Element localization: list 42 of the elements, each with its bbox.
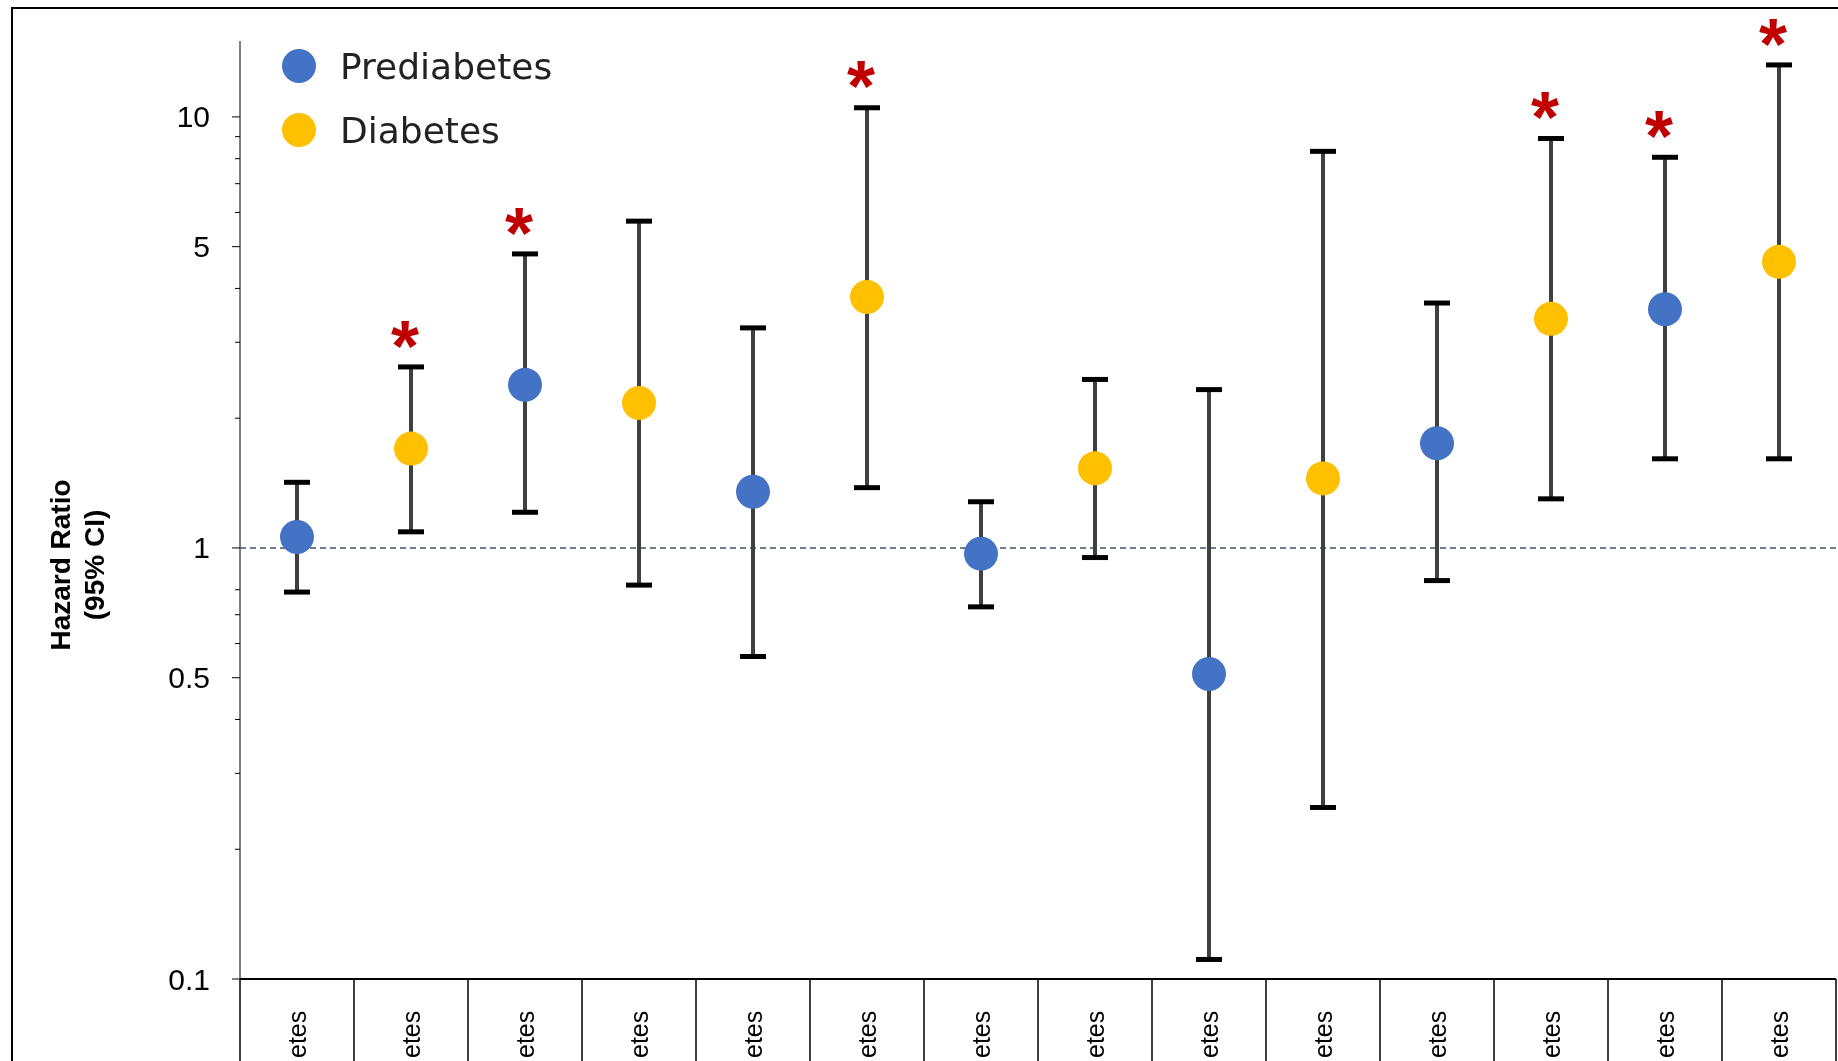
y-tick-label: 10 — [176, 100, 210, 134]
point — [508, 367, 542, 402]
point — [736, 474, 770, 509]
y-tick-label: 0.5 — [168, 661, 210, 695]
legend-label: Prediabetes — [340, 45, 553, 87]
annotation: * — [390, 305, 420, 386]
point — [1420, 426, 1454, 461]
x-tick-label: etes — [283, 1010, 311, 1058]
point — [1648, 292, 1682, 327]
x-tick-label: etes — [397, 1010, 425, 1058]
x-tick-label: etes — [1195, 1010, 1223, 1058]
annotation: * — [846, 46, 876, 127]
y-tick-label: 1 — [193, 531, 210, 565]
x-tick-label: etes — [853, 1010, 881, 1058]
point — [394, 431, 428, 466]
x-tick-label: etes — [739, 1010, 767, 1058]
point — [1762, 244, 1796, 279]
annotation: * — [1530, 77, 1560, 158]
annotation: * — [504, 192, 534, 273]
y-tick-label: 0.1 — [168, 962, 210, 996]
x-tick-label: etes — [1651, 1010, 1679, 1058]
x-tick-label: etes — [625, 1010, 653, 1058]
point — [1078, 451, 1112, 486]
legend-label: Diabetes — [340, 109, 500, 151]
point — [964, 536, 998, 571]
x-tick-label: etes — [511, 1010, 539, 1058]
y-tick-label: 5 — [193, 230, 210, 264]
x-tick-label: etes — [1081, 1010, 1109, 1058]
point — [280, 520, 314, 555]
annotation: * — [1758, 3, 1788, 84]
x-tick-label: etes — [1423, 1010, 1451, 1058]
point — [850, 280, 884, 315]
annotation: * — [1644, 95, 1674, 176]
x-tick-label: etes — [967, 1010, 995, 1058]
x-tick-label: etes — [1537, 1010, 1565, 1058]
point — [1306, 461, 1340, 496]
y-axis-title: Hazard Ratio (95% CI) — [45, 479, 110, 651]
point — [1534, 301, 1568, 336]
point — [622, 385, 656, 420]
x-tick-label: etes — [1765, 1010, 1793, 1058]
point — [1192, 657, 1226, 691]
x-tick-label: etes — [1309, 1010, 1337, 1058]
